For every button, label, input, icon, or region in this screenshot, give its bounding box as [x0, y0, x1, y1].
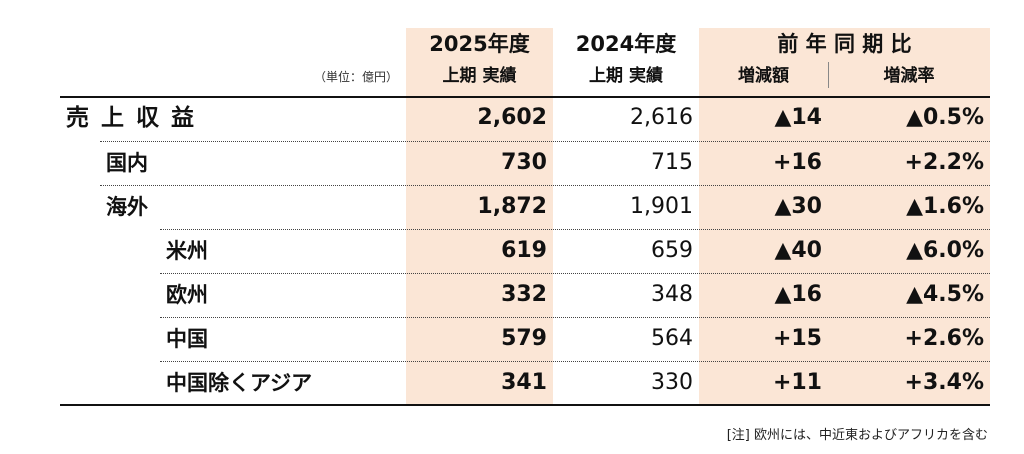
- cell-diff-asia-ex-china: +11: [772, 370, 822, 395]
- header-2025-year: 2025年度: [429, 32, 530, 56]
- row-divider: [160, 317, 990, 318]
- cell-2025-americas: 619: [501, 238, 547, 263]
- header-yoy-diff: 増減額: [738, 66, 789, 86]
- row-divider: [100, 185, 990, 186]
- header-divider: [828, 62, 829, 88]
- cell-diff-europe: ▲16: [774, 282, 822, 307]
- row-label-china: 中国: [166, 327, 208, 351]
- unit-label: （単位：億円）: [313, 70, 398, 84]
- cell-rate-china: +2.6%: [904, 326, 984, 351]
- cell-2024-europe: 348: [651, 282, 693, 307]
- row-label-overseas: 海外: [106, 195, 148, 219]
- header-yoy-title: 前 年 同 期 比: [777, 32, 912, 56]
- cell-2025-europe: 332: [501, 282, 547, 307]
- cell-diff-domestic: +16: [772, 150, 822, 175]
- cell-diff-revenue: ▲14: [774, 105, 822, 130]
- cell-2024-americas: 659: [651, 238, 693, 263]
- header-2024-year: 2024年度: [575, 32, 677, 56]
- row-divider: [160, 273, 990, 274]
- row-label-asia-ex-china: 中国除くアジア: [166, 371, 313, 395]
- cell-2024-asia-ex-china: 330: [651, 370, 693, 395]
- cell-diff-china: +15: [772, 326, 822, 351]
- table-top-rule: [60, 96, 990, 98]
- cell-2025-domestic: 730: [501, 150, 547, 175]
- cell-rate-europe: ▲4.5%: [906, 282, 984, 307]
- footnote: [注] 欧州には、中近東およびアフリカを含む: [726, 428, 988, 443]
- table-bottom-rule: [60, 404, 990, 406]
- cell-2025-overseas: 1,872: [477, 194, 547, 219]
- highlight-band-2025: [406, 28, 553, 404]
- cell-2024-overseas: 1,901: [630, 194, 693, 219]
- header-2025-sub: 上期 実績: [442, 66, 517, 86]
- row-divider: [100, 141, 990, 142]
- header-2024-sub: 上期 実績: [589, 66, 663, 86]
- row-label-domestic: 国内: [106, 151, 148, 175]
- cell-rate-americas: ▲6.0%: [906, 238, 984, 263]
- cell-2024-china: 564: [651, 326, 693, 351]
- cell-2024-revenue: 2,616: [630, 105, 693, 130]
- cell-rate-domestic: +2.2%: [904, 150, 984, 175]
- row-divider: [160, 229, 990, 230]
- cell-rate-overseas: ▲1.6%: [906, 194, 984, 219]
- row-label-revenue: 売 上 収 益: [66, 105, 197, 131]
- cell-rate-asia-ex-china: +3.4%: [904, 370, 984, 395]
- cell-2025-asia-ex-china: 341: [501, 370, 547, 395]
- row-label-americas: 米州: [166, 239, 208, 263]
- highlight-band-yoy: [699, 28, 990, 404]
- cell-diff-overseas: ▲30: [774, 194, 822, 219]
- row-label-europe: 欧州: [166, 283, 208, 307]
- header-yoy-rate: 増減率: [883, 66, 935, 86]
- cell-2025-revenue: 2,602: [477, 105, 547, 130]
- cell-2025-china: 579: [501, 326, 547, 351]
- cell-rate-revenue: ▲0.5%: [906, 105, 984, 130]
- cell-2024-domestic: 715: [651, 150, 693, 175]
- cell-diff-americas: ▲40: [774, 238, 822, 263]
- row-divider: [160, 361, 990, 362]
